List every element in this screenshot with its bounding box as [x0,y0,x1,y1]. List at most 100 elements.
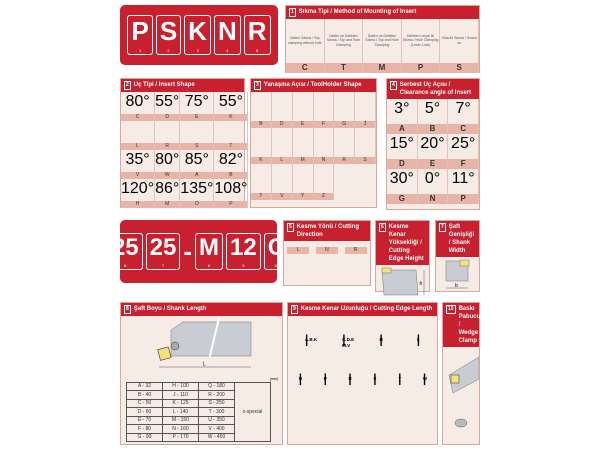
insert-shape-W: 80° W [155,149,181,179]
trigon-icon: 80° [155,150,179,171]
insert-shape-P: 108° P [214,178,249,208]
rhombus-icon: 75° [185,92,209,113]
svg-text:80°: 80° [155,150,180,168]
insert-shape-A: 85° A [180,149,215,179]
shank-width-diagram: b [445,260,470,289]
bottom-designation-code: 25 6 25 7- M 8 12 9 C 10 [107,220,290,283]
panel-header: 1 Sıkma Tipi / Method of Mounting of Inse… [286,6,479,19]
toolholder-shape-J: J [355,91,376,128]
mounting-option-M: Üstten ve Delikten Sıkma / Top and Hole … [363,18,402,73]
dash: - [183,235,193,266]
svg-text:11°: 11° [451,170,475,188]
toolholder-shape-F: F [313,91,335,128]
svg-text:85°: 85° [184,150,209,168]
parallelogram-icon: l [342,333,346,350]
insert-shape-D: 55° D [155,91,181,121]
toolholder-shape-S: S [355,127,376,164]
octagon-icon: 135° [180,179,213,200]
toolholder-shape-G: G [334,91,356,128]
toolholder-shape-D: D [271,91,293,128]
parallelogram-icon: l [305,333,309,350]
edge-height-diagram: h [381,268,425,296]
clearance-angle-icon: 5° [425,99,440,120]
clearance-G: 30° G [387,169,418,205]
insert-shape-S: S [180,120,215,150]
shank-length-table: A - 32 H - 100 Q - 180 x-special B - 40 J - 1… [126,381,271,443]
rhombus-icon: 35° [125,150,149,171]
svg-text:55°: 55° [155,92,180,110]
edge-height-panel: 6 Kesme Kenar Yüksekliği / Cutting Edge H… [375,220,430,296]
parallelogram-icon: 55° [219,92,243,113]
table-row: G - 90 P - 170 W - 450 [126,432,271,443]
svg-text:l: l [373,371,377,389]
toolholder-shape-B: B [251,91,272,128]
code-letter: 25 7 [145,233,181,270]
insert-shape-B: 82° B [214,149,249,179]
clearance-angle-icon: 3° [394,99,409,120]
svg-text:l: l [422,371,427,389]
svg-text:h: h [420,281,423,287]
svg-text:135°: 135° [180,179,214,197]
clearance-angle-icon: 30° [390,169,414,190]
mounting-option-S: Vida ile Sıkma / Screw on S [440,18,479,73]
clearance-angle-icon: 0° [425,169,440,190]
clearance-A: 3° A [387,99,418,135]
toolholder-shape-K: K [251,127,272,164]
cutting-direction-R: R [344,247,367,255]
insert-shape-H: 120° H [121,178,156,208]
insert-shape-T: T [214,120,249,150]
svg-text:l: l [379,332,383,350]
svg-text:l: l [397,371,402,389]
shank-width-panel: 7 Şaft Genişliği / Shank Width b [435,220,480,292]
clearance-angle-icon: 25° [451,134,475,155]
svg-text:l: l [298,371,303,389]
clearance-angle-icon: 11° [452,169,475,190]
parallelogram-icon: 85° [185,150,209,171]
clearance-N: 0° N [417,169,449,205]
edge-length-panel: 9 Kesme Kenar Uzunluğu / Cutting Edge Len… [287,302,438,445]
rectangle-icon: l [417,333,421,350]
cutting-direction-L: L [287,247,310,255]
svg-text:20°: 20° [420,135,445,153]
svg-text:L: L [203,361,206,367]
svg-text:35°: 35° [125,150,150,168]
clearance-E: 20° E [417,134,449,170]
insert-shape-panel: 2 Uç Tipi / Insert Shape 80° C 55° D 75° E 55° K… [120,78,249,208]
insert-shape-L: L [121,120,156,150]
table-row: A - 32 H - 100 Q - 180 x-special [126,381,271,443]
svg-text:25°: 25° [451,135,476,153]
mounting-option-P: Delikten Levye ile Sıkma / Hole Clamping… [401,18,441,73]
shank-length-panel: 8 Şaft Boyu / Shank Length L (mm) A - 32 H… [120,302,283,445]
svg-text:l: l [342,332,346,350]
svg-text:l: l [348,371,352,389]
toolholder-shape-Y: Y [292,163,314,200]
svg-text:30°: 30° [389,170,414,188]
svg-text:b: b [455,283,458,289]
mounting-panel: 1 Sıkma Tipi / Method of Mounting of Inse… [285,5,480,73]
clearance-angle-icon: 7° [456,99,471,120]
svg-text:75°: 75° [184,92,209,110]
insert-shape-R: R [155,120,181,150]
toolholder-shape-L: L [271,127,293,164]
wedge-clamp-diagram [448,357,480,428]
pentagon-icon: l [323,372,327,389]
edge-length-shape: l A.B.K [304,332,318,350]
cutting-direction-N: N [315,247,338,255]
insert-shape-C: 80° C [121,91,156,121]
parallelogram-icon: 82° [219,150,243,171]
clearance-D: 15° D [387,134,418,170]
clearance-B: 5° B [417,99,449,135]
svg-text:15°: 15° [389,135,414,153]
shank-length-diagram: L [157,317,252,367]
insert-shape-E: 75° E [180,91,215,121]
toolholder-shape-M: M [292,127,314,164]
